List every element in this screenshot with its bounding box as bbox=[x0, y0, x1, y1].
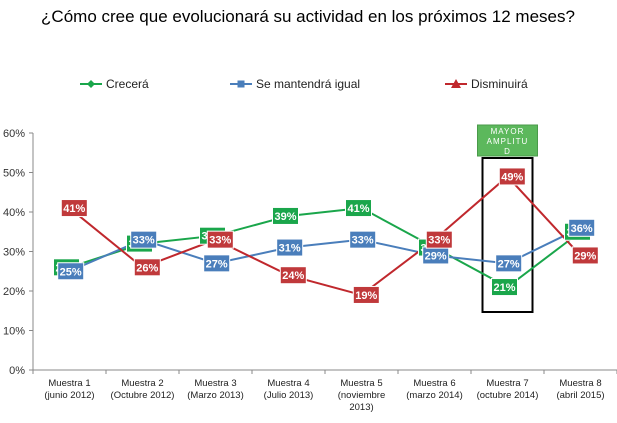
legend-marker bbox=[87, 80, 95, 88]
y-tick-label: 20% bbox=[3, 286, 25, 298]
x-tick-label: Muestra 3 (Marzo 2013) bbox=[187, 378, 244, 401]
data-label-box bbox=[276, 238, 304, 257]
x-tick-label: Muestra 4 (Julio 2013) bbox=[264, 378, 314, 401]
annotation-label: MAYOR AMPLITU D bbox=[487, 127, 529, 156]
data-label: 25% bbox=[60, 266, 82, 278]
data-label-box bbox=[349, 230, 377, 249]
data-label: 27% bbox=[206, 258, 228, 270]
annotation-badge bbox=[477, 124, 538, 157]
y-tick-label: 50% bbox=[3, 168, 25, 180]
data-label: 21% bbox=[493, 282, 515, 294]
data-label: 31% bbox=[279, 243, 301, 255]
data-label: 29% bbox=[425, 250, 447, 262]
data-label-box bbox=[345, 199, 372, 218]
chart-title: ¿Cómo cree que evolucionará su actividad… bbox=[41, 7, 575, 26]
plot-area: 0% 10% 20% 30% 40% 50% 60% Muestra 1 (junio 2012… bbox=[3, 124, 617, 413]
highlight-box bbox=[481, 157, 534, 313]
data-label: 41% bbox=[63, 203, 85, 215]
data-label: 36% bbox=[571, 223, 593, 235]
data-label: 33% bbox=[428, 235, 450, 247]
data-label-box bbox=[491, 278, 518, 297]
y-tick-label: 60% bbox=[3, 128, 25, 140]
data-label-box bbox=[57, 262, 85, 281]
data-label-box bbox=[272, 206, 299, 225]
x-tick-label: Muestra 7 (octubre 2014) bbox=[477, 378, 539, 401]
x-tick-label: Muestra 6 (marzo 2014) bbox=[406, 378, 463, 401]
data-label: 49% bbox=[501, 171, 523, 183]
legend-label: Disminuirá bbox=[471, 77, 528, 91]
data-label: 33% bbox=[209, 235, 231, 247]
x-tick-label: Muestra 8 (abril 2015) bbox=[556, 378, 604, 401]
legend-label: Crecerá bbox=[106, 77, 149, 91]
x-tick-label: Muestra 1 (junio 2012) bbox=[44, 378, 94, 401]
x-tick-label: Muestra 2 (Octubre 2012) bbox=[111, 378, 175, 401]
data-label-box bbox=[130, 230, 158, 249]
data-label-box bbox=[495, 254, 523, 273]
legend: Crecerá Se mantendrá igual Disminuirá bbox=[80, 77, 528, 91]
data-label: 24% bbox=[282, 270, 304, 282]
x-tick-label: Muestra 5 (noviembre 2013) bbox=[338, 378, 386, 413]
data-label: 33% bbox=[133, 235, 155, 247]
data-label: 19% bbox=[355, 290, 377, 302]
legend-marker bbox=[451, 79, 461, 88]
data-label: 26% bbox=[136, 262, 158, 274]
data-label-box bbox=[206, 230, 234, 249]
data-label: 33% bbox=[352, 235, 374, 247]
data-label-box bbox=[568, 218, 596, 237]
data-label-box bbox=[279, 266, 307, 285]
y-tick-label: 40% bbox=[3, 207, 25, 219]
data-label: 29% bbox=[574, 250, 596, 262]
data-label: 41% bbox=[347, 203, 369, 215]
data-label-box bbox=[133, 258, 161, 277]
y-tick-label: 30% bbox=[3, 247, 25, 259]
data-label-box bbox=[498, 167, 526, 186]
data-label-box bbox=[571, 246, 599, 265]
y-tick-label: 10% bbox=[3, 326, 25, 338]
data-label-box bbox=[60, 199, 88, 218]
legend-marker bbox=[237, 80, 245, 88]
data-label-box bbox=[352, 285, 380, 304]
data-label: 27% bbox=[498, 258, 520, 270]
y-tick-label: 0% bbox=[9, 365, 25, 377]
data-label: 39% bbox=[274, 211, 296, 223]
data-label-box bbox=[203, 254, 231, 273]
legend-label: Se mantendrá igual bbox=[256, 77, 360, 91]
data-label-box bbox=[425, 230, 453, 249]
